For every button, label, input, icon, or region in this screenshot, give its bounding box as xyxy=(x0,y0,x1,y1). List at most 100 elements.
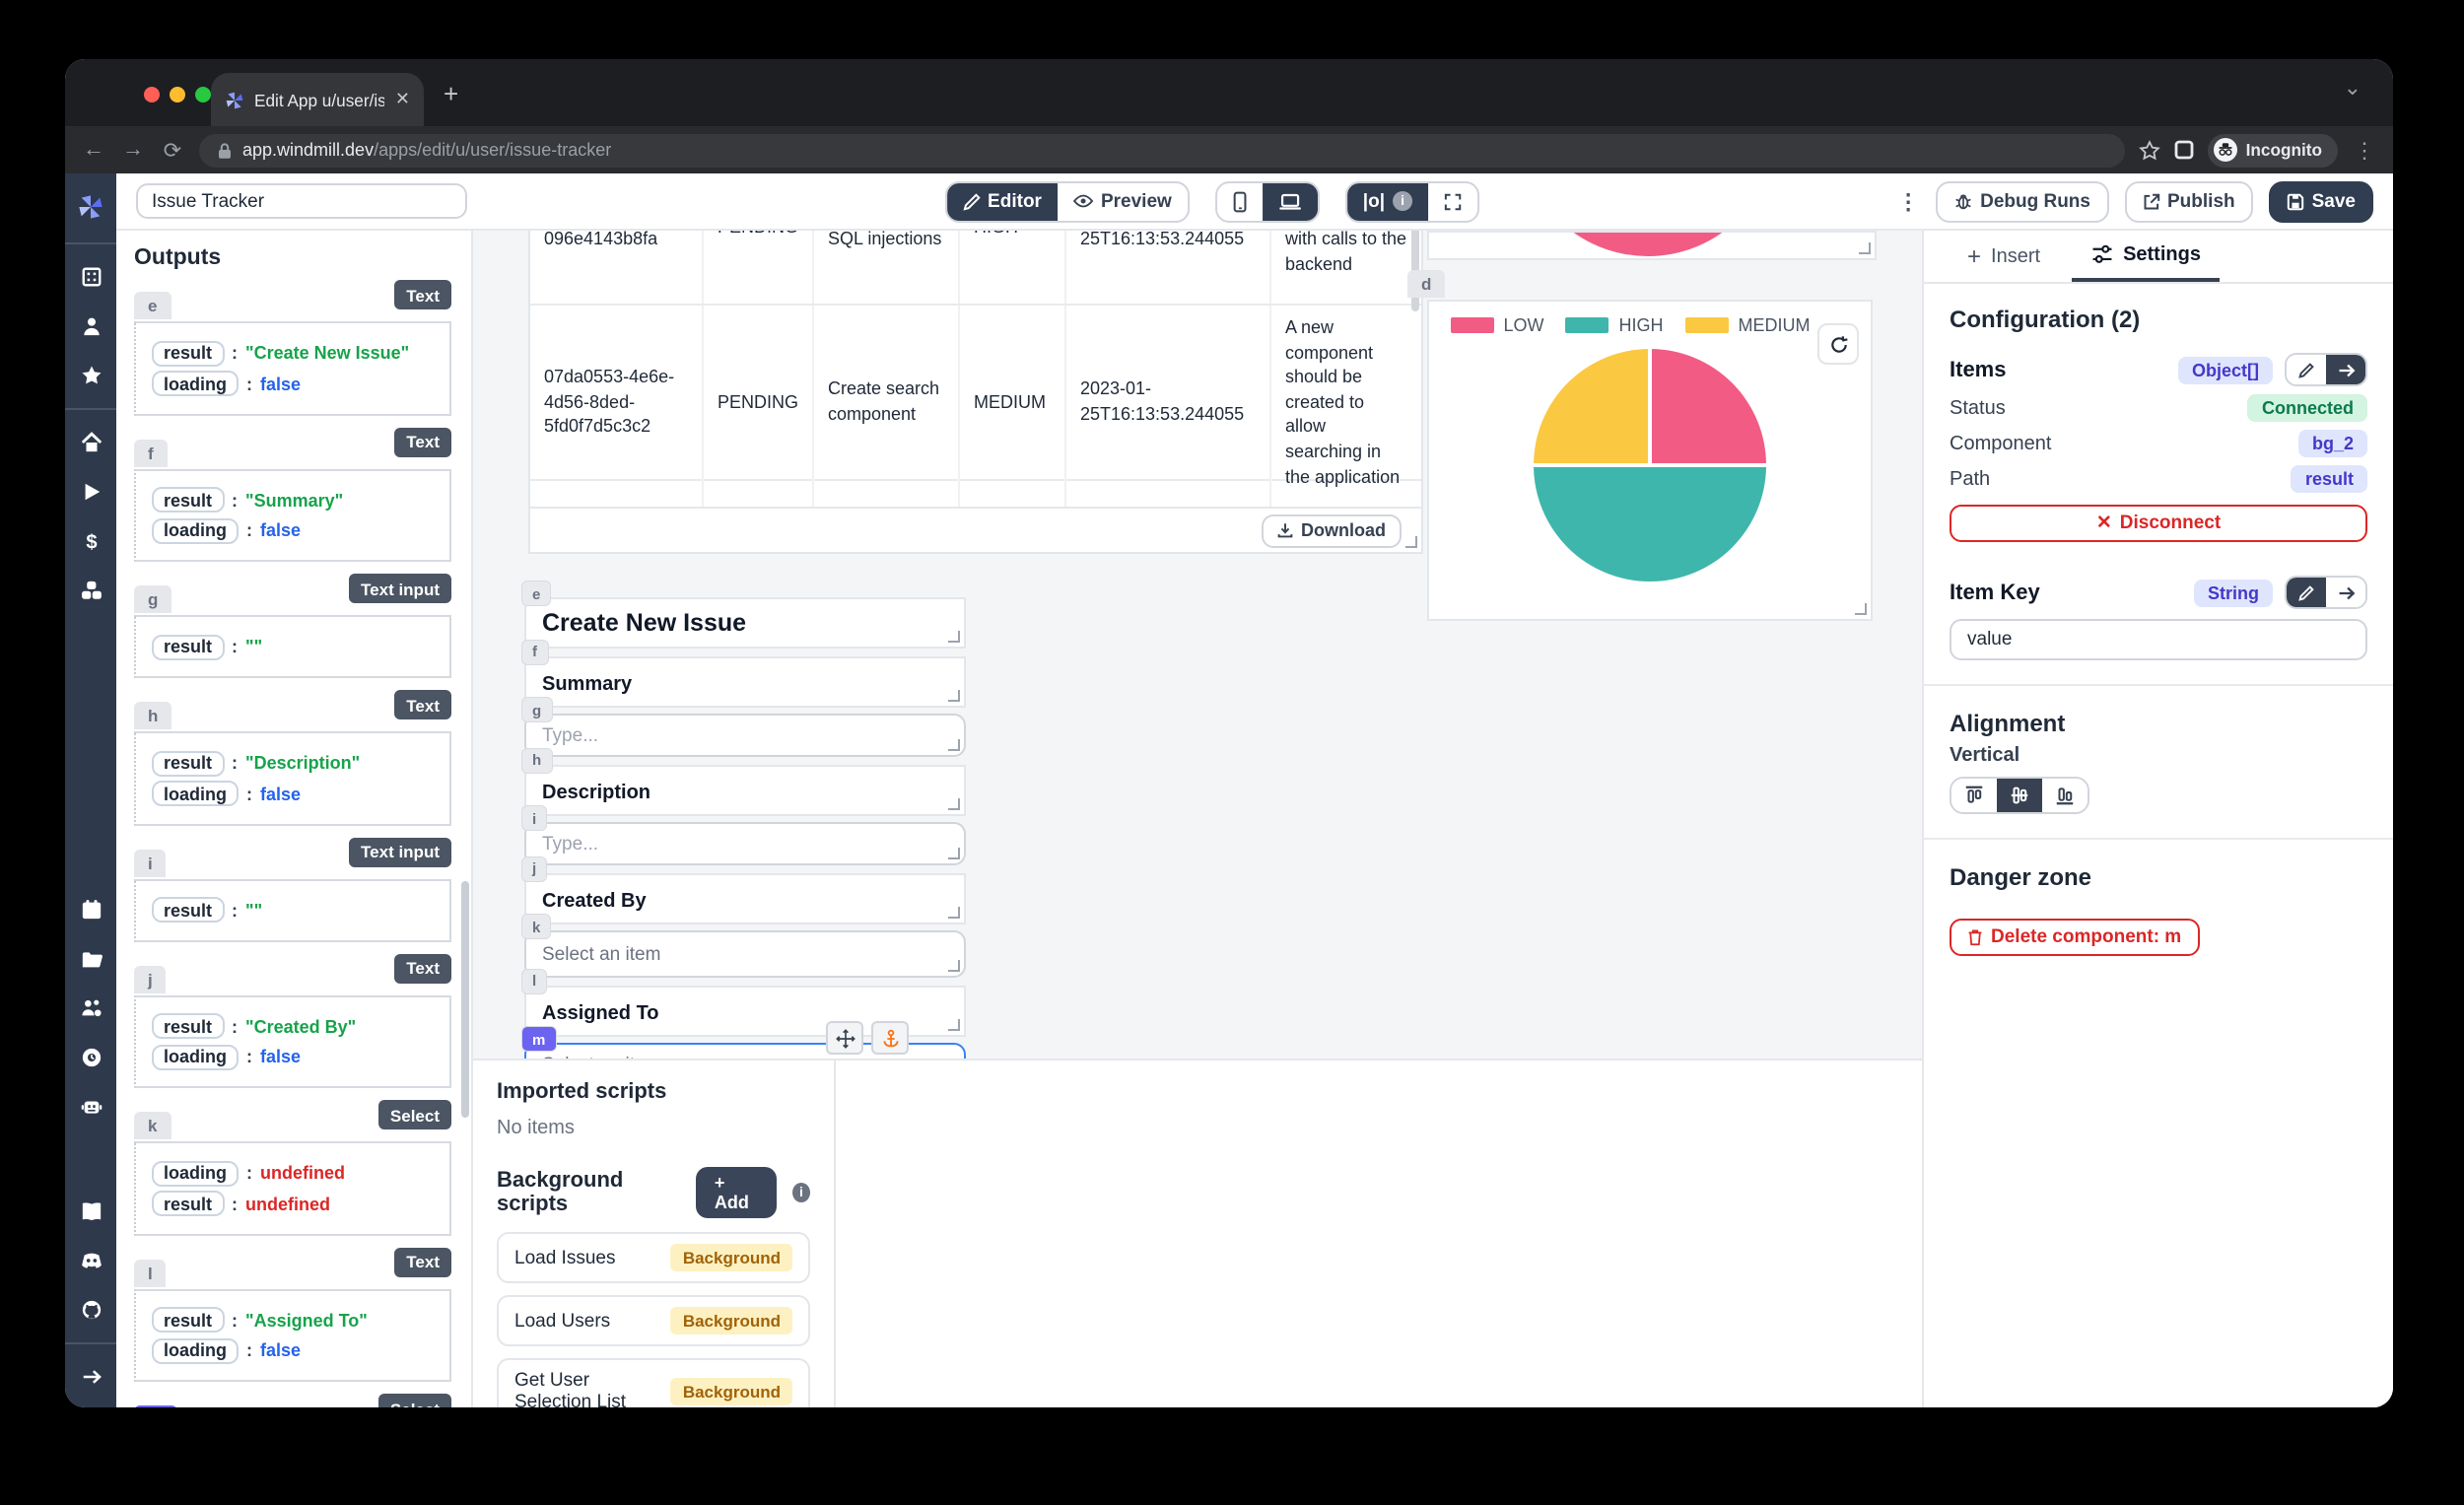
save-button[interactable]: Save xyxy=(2268,180,2373,222)
output-card-k[interactable]: k Select loading : undefined result : un… xyxy=(134,1100,451,1235)
output-row[interactable]: result : "Description" xyxy=(152,750,434,776)
output-row[interactable]: result : "Assigned To" xyxy=(152,1307,434,1333)
background-script-item[interactable]: Get User Selection List Background xyxy=(497,1358,810,1407)
output-card-i[interactable]: i Text input result : "" xyxy=(134,837,451,941)
legend-item[interactable]: LOW xyxy=(1450,315,1544,335)
minimize-window-button[interactable] xyxy=(170,87,185,103)
add-background-script-button[interactable]: + Add xyxy=(696,1167,777,1218)
background-script-item[interactable]: Load Issues Background xyxy=(497,1232,810,1283)
output-row[interactable]: result : "" xyxy=(152,634,434,659)
tab-settings[interactable]: Settings xyxy=(2072,231,2221,282)
discord-icon[interactable] xyxy=(80,1250,102,1271)
publish-button[interactable]: Publish xyxy=(2124,180,2253,222)
output-card-id[interactable]: j xyxy=(134,965,167,992)
text-input-component[interactable]: Type... xyxy=(524,822,966,865)
output-card-id[interactable]: g xyxy=(134,585,172,613)
items-static-button[interactable] xyxy=(2287,355,2326,384)
output-card-h[interactable]: h Text result : "Description" loading : … xyxy=(134,690,451,825)
output-card-id[interactable]: l xyxy=(134,1259,167,1286)
workspace-icon[interactable] xyxy=(80,266,102,288)
address-bar[interactable]: app.windmill.dev/apps/edit/u/user/issue-… xyxy=(199,133,2126,167)
expand-rail-arrow-icon[interactable] xyxy=(80,1366,102,1388)
tab-preview-icon[interactable] xyxy=(2175,140,2195,160)
item-key-input[interactable]: value xyxy=(1950,619,2367,660)
move-handle-button[interactable] xyxy=(826,1021,863,1055)
output-card-m[interactable]: m Select loading : undefined result : un… xyxy=(134,1394,451,1407)
output-row[interactable]: result : "" xyxy=(152,897,434,923)
diff-inspector-button[interactable]: |o| i xyxy=(1346,182,1429,220)
app-canvas[interactable]: e387-4d2d-8494-096e4143b8fa PENDING Chec… xyxy=(473,231,1922,1059)
component-badge[interactable]: bg_2 xyxy=(2297,430,2367,457)
tab-search-chevron-icon[interactable]: ⌄ xyxy=(2343,77,2361,101)
background-script-item[interactable]: Load Users Background xyxy=(497,1295,810,1346)
output-row[interactable]: result : "Create New Issue" xyxy=(152,340,434,366)
forward-icon[interactable]: → xyxy=(122,138,144,162)
reload-icon[interactable]: ⟳ xyxy=(163,139,182,163)
schedules-calendar-icon[interactable] xyxy=(80,899,102,921)
output-row[interactable]: result : undefined xyxy=(152,1191,434,1216)
component-id-tab[interactable]: j xyxy=(522,856,547,880)
output-row[interactable]: result : "Summary" xyxy=(152,487,434,513)
favorites-star-icon[interactable] xyxy=(80,365,102,386)
new-tab-icon[interactable]: + xyxy=(444,79,459,108)
tab-close-icon[interactable]: ✕ xyxy=(394,89,410,108)
output-card-g[interactable]: g Text input result : "" xyxy=(134,574,451,678)
user-icon[interactable] xyxy=(80,315,102,337)
title-component[interactable]: Create New Issue xyxy=(524,597,966,649)
component-id-tab[interactable]: i xyxy=(522,806,547,830)
output-row[interactable]: loading : undefined xyxy=(152,1160,434,1186)
component-id-tab[interactable]: l xyxy=(522,969,547,992)
legend-item[interactable]: HIGH xyxy=(1565,315,1664,335)
output-card-id[interactable]: h xyxy=(134,702,172,729)
mobile-view-button[interactable] xyxy=(1217,182,1263,220)
component-id-tab[interactable]: k xyxy=(522,915,551,938)
output-row[interactable]: result : "Created By" xyxy=(152,1013,434,1039)
tab-insert[interactable]: + Insert xyxy=(1967,242,2041,270)
resources-cubes-icon[interactable] xyxy=(80,580,102,601)
item-key-connect-button[interactable] xyxy=(2326,578,2365,607)
folders-icon[interactable] xyxy=(80,948,102,970)
path-badge[interactable]: result xyxy=(2291,465,2367,493)
table-row[interactable]: 07da0553-4e6e-4d56-8ded-5fd0f7d5c3c2 PEN… xyxy=(530,306,1421,500)
table-component[interactable]: e387-4d2d-8494-096e4143b8fa PENDING Chec… xyxy=(528,231,1423,554)
bookmark-star-icon[interactable] xyxy=(2139,139,2161,161)
label-component[interactable]: Assigned To xyxy=(524,985,966,1036)
clipped-chart-component[interactable] xyxy=(1427,231,1877,260)
output-row[interactable]: loading : false xyxy=(152,371,434,396)
windmill-logo[interactable] xyxy=(77,193,104,221)
maximize-window-button[interactable] xyxy=(195,87,211,103)
output-card-e[interactable]: e Text result : "Create New Issue" loadi… xyxy=(134,280,451,415)
item-key-static-button[interactable] xyxy=(2287,578,2326,607)
output-card-id[interactable]: f xyxy=(134,439,168,466)
label-component[interactable]: Created By xyxy=(524,872,966,924)
browser-menu-icon[interactable]: ⋮ xyxy=(2354,139,2375,163)
output-card-id[interactable]: k xyxy=(134,1112,171,1139)
output-card-f[interactable]: f Text result : "Summary" loading : fals… xyxy=(134,427,451,562)
disconnect-button[interactable]: ✕ Disconnect xyxy=(1950,505,2367,542)
align-top-button[interactable] xyxy=(1951,779,1997,812)
variables-dollar-icon[interactable]: $ xyxy=(80,530,102,552)
audit-eye-icon[interactable] xyxy=(80,1047,102,1068)
browser-tab[interactable]: Edit App u/user/issue-tracker | ✕ xyxy=(211,73,424,126)
home-icon[interactable] xyxy=(80,432,102,453)
output-row[interactable]: loading : false xyxy=(152,1044,434,1069)
component-id-tab[interactable]: h xyxy=(522,748,552,772)
chart-refresh-button[interactable] xyxy=(1817,323,1859,365)
select-component[interactable]: Select an item xyxy=(524,1021,966,1059)
component-id-tab[interactable]: e xyxy=(522,581,551,605)
runs-play-icon[interactable] xyxy=(80,481,102,503)
component-id-tab[interactable]: d xyxy=(1407,270,1446,298)
editor-mode-button[interactable]: Editor xyxy=(946,182,1058,220)
align-center-button[interactable] xyxy=(1997,779,2042,812)
output-row[interactable]: loading : false xyxy=(152,1337,434,1363)
text-input-component[interactable]: Type... xyxy=(524,714,966,757)
component-id-tab[interactable]: g xyxy=(522,698,552,721)
pie-chart-component[interactable]: LOW HIGH MEDIUM xyxy=(1427,300,1873,621)
github-icon[interactable] xyxy=(80,1299,102,1321)
outputs-scrollbar[interactable] xyxy=(461,881,469,1118)
download-button[interactable]: Download xyxy=(1262,513,1402,547)
table-row[interactable]: A Cross Origin xyxy=(530,481,1421,507)
label-component[interactable]: Summary xyxy=(524,655,966,707)
close-window-button[interactable] xyxy=(144,87,160,103)
output-card-id[interactable]: m xyxy=(134,1405,177,1407)
